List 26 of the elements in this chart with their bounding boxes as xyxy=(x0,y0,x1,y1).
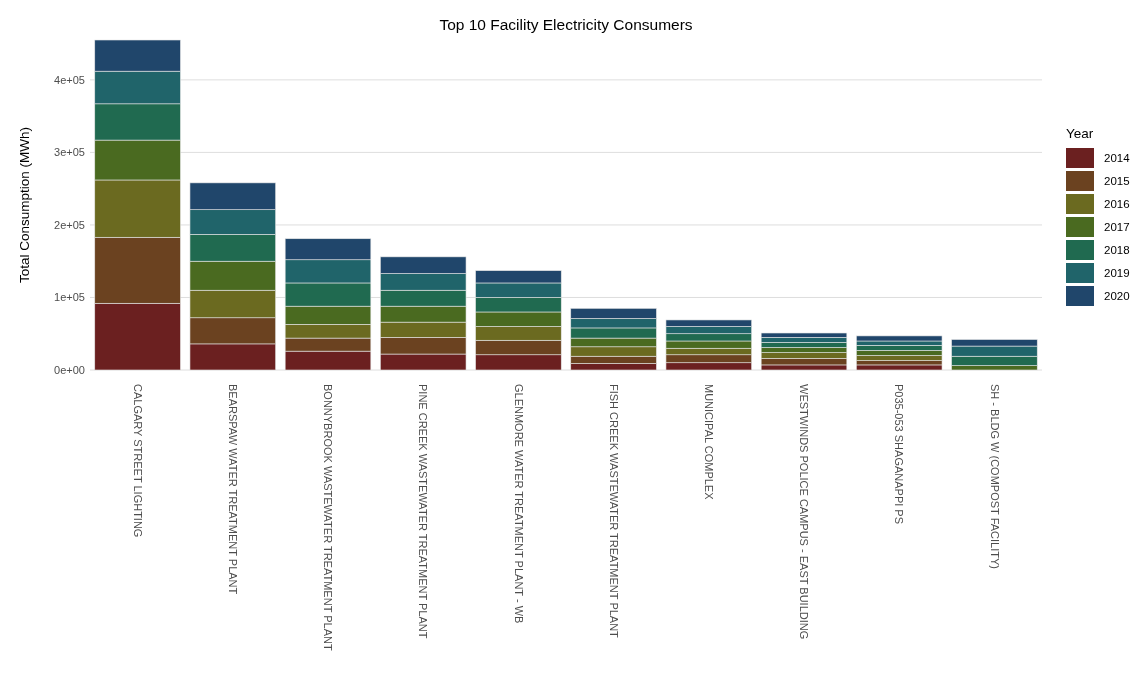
x-tick-label: SH - BLDG W (COMPOST FACILITY) xyxy=(988,384,1001,569)
y-axis-title: Total Consumption (MWh) xyxy=(17,126,33,284)
x-tick-label: GLENMORE WATER TREATMENT PLANT - WB xyxy=(512,384,525,624)
y-tick-label: 0e+00 xyxy=(54,363,85,376)
chart-title: Top 10 Facility Electricity Consumers xyxy=(439,16,693,33)
y-tick-label: 2e+05 xyxy=(54,218,85,231)
y-tick-label: 3e+05 xyxy=(54,146,85,159)
y-tick-label: 1e+05 xyxy=(54,291,85,304)
x-tick-label: FISH CREEK WASTEWATER TREATMENT PLANT xyxy=(607,384,620,639)
y-tick-label: 4e+05 xyxy=(54,73,85,86)
legend-label: 2020 xyxy=(1104,290,1130,303)
x-tick-label: P035-053 SHAGANAPPI PS xyxy=(893,384,906,525)
legend-label: 2018 xyxy=(1104,244,1130,257)
x-tick-label: MUNICIPAL COMPLEX xyxy=(702,384,715,501)
legend-label: 2019 xyxy=(1104,267,1130,280)
x-tick-label: CALGARY STREET LIGHTING xyxy=(131,384,144,538)
x-tick-label: PINE CREEK WASTEWATER TREATMENT PLANT xyxy=(417,384,430,639)
x-tick-label: BONNYBROOK WASTEWATER TREATMENT PLANT xyxy=(322,384,335,651)
legend-label: 2017 xyxy=(1104,221,1130,234)
legend-title: Year xyxy=(1066,126,1094,141)
x-tick-label: BEARSPAW WATER TREATMENT PLANT xyxy=(226,384,239,595)
legend-label: 2015 xyxy=(1104,175,1130,188)
legend-label: 2014 xyxy=(1104,152,1131,165)
legend-label: 2016 xyxy=(1104,198,1130,211)
bar xyxy=(856,335,943,342)
x-tick-label: WESTWINDS POLICE CAMPUS - EAST BUILDING xyxy=(798,384,811,640)
